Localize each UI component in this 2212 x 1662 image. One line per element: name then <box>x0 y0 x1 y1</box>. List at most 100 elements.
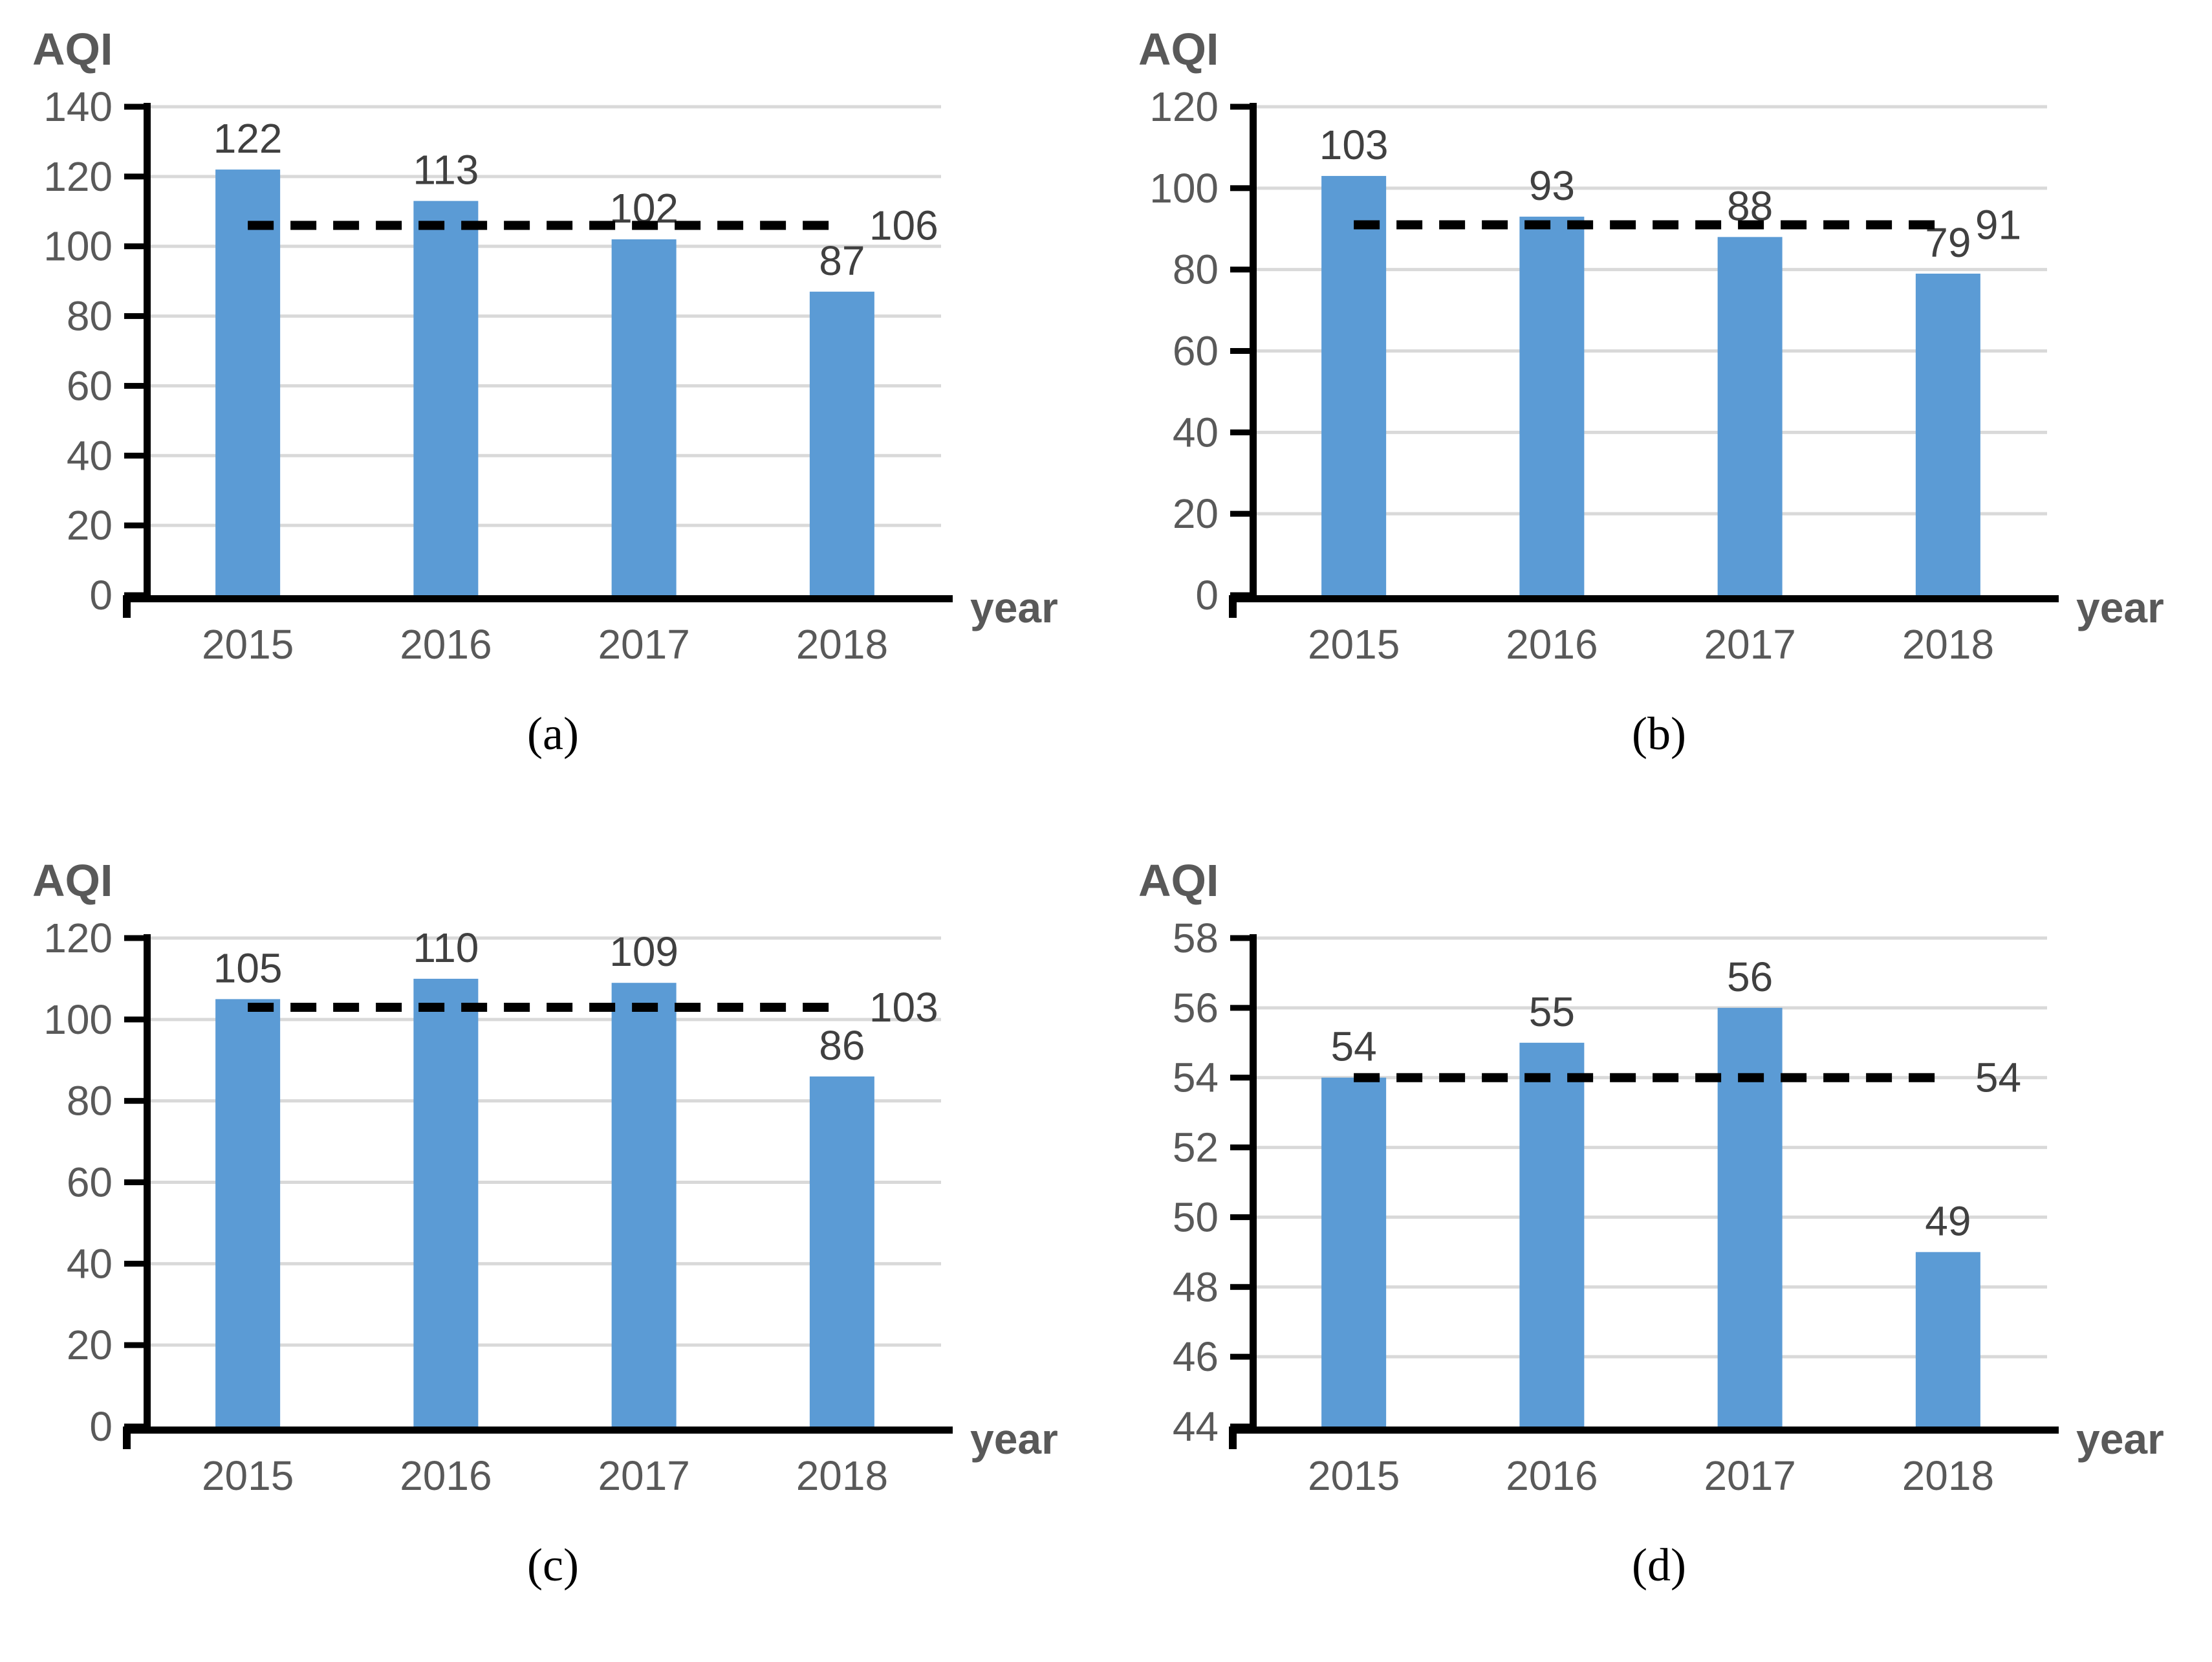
x-tick-label: 2017 <box>1704 621 1795 668</box>
x-axis-origin-tick <box>1229 1434 1237 1449</box>
y-axis-tick <box>1230 1353 1252 1360</box>
y-axis-tick <box>124 173 146 180</box>
y-axis-tick <box>1230 348 1252 354</box>
y-tick-label: 20 <box>67 502 113 549</box>
y-axis-tick <box>1230 185 1252 191</box>
bar-value-label: 86 <box>819 1022 865 1069</box>
bar-chart-d: 44 46 48 50 52 54 56 58 54 2015 55 2016 56 2017 49 2018… <box>1138 855 2164 1499</box>
y-axis-tick <box>124 243 146 250</box>
bar-2017 <box>1717 1007 1783 1427</box>
y-axis-tick <box>1230 1284 1252 1290</box>
x-tick-label: 2018 <box>796 621 888 668</box>
y-axis-tick <box>1230 1005 1252 1011</box>
bar-2016 <box>413 978 479 1427</box>
x-tick-label: 2018 <box>1902 621 1994 668</box>
subfigure-caption-a: (a) <box>527 708 579 760</box>
y-tick-label: 0 <box>1195 572 1219 618</box>
x-axis-title: year <box>2076 1415 2164 1463</box>
y-axis-title: AQI <box>1138 855 1219 906</box>
x-tick-label: 2017 <box>598 1452 689 1499</box>
y-tick-label: 40 <box>67 1240 113 1287</box>
y-axis-tick <box>124 1260 146 1267</box>
bar-value-label: 122 <box>213 115 283 162</box>
y-tick-label: 20 <box>1173 490 1219 537</box>
y-tick-label: 100 <box>43 223 113 270</box>
y-tick-label: 120 <box>1149 83 1219 130</box>
y-tick-label: 56 <box>1173 985 1219 1031</box>
chart-panel-a: 0 20 40 60 80 100 120 140 122 2015 113 2016 102 2017 8… <box>0 0 1106 831</box>
bar-2018 <box>809 291 874 595</box>
bar-value-label: 105 <box>213 945 283 991</box>
y-axis-tick <box>124 1179 146 1185</box>
x-tick-label: 2016 <box>1506 1452 1598 1499</box>
y-tick-label: 80 <box>1173 246 1219 293</box>
y-axis-title: AQI <box>32 24 113 74</box>
y-tick-label: 0 <box>89 1403 113 1450</box>
x-tick-label: 2018 <box>796 1452 888 1499</box>
x-tick-label: 2016 <box>400 1452 492 1499</box>
x-axis-title: year <box>970 1415 1058 1463</box>
y-tick-label: 60 <box>67 1159 113 1206</box>
x-axis-title: year <box>2076 584 2164 631</box>
y-tick-label: 20 <box>67 1322 113 1368</box>
bar-value-label: 93 <box>1529 162 1575 209</box>
y-tick-label: 58 <box>1173 915 1219 961</box>
bar-2017 <box>611 239 677 595</box>
y-tick-label: 80 <box>67 1078 113 1124</box>
bar-2016 <box>1519 216 1585 595</box>
bar-2018 <box>1915 273 1980 595</box>
y-axis-tick <box>1230 429 1252 435</box>
y-axis-tick <box>1230 1144 1252 1151</box>
y-tick-label: 54 <box>1173 1055 1219 1101</box>
bar-2016 <box>413 201 479 595</box>
bar-2018 <box>1915 1252 1980 1427</box>
average-line-label: 103 <box>869 984 938 1031</box>
chart-panel-b: 0 20 40 60 80 100 120 103 2015 93 2016 88 2017 79 2018… <box>1106 0 2212 831</box>
y-tick-label: 140 <box>43 83 113 130</box>
bar-2015 <box>1321 1077 1387 1427</box>
y-axis-tick <box>1230 1214 1252 1220</box>
x-tick-label: 2015 <box>202 1452 294 1499</box>
bar-2015 <box>1321 175 1387 595</box>
y-axis-tick <box>124 452 146 459</box>
y-tick-label: 80 <box>67 293 113 340</box>
subfigure-caption-c: (c) <box>527 1539 579 1591</box>
bar-2015 <box>215 169 281 596</box>
y-axis-title: AQI <box>1138 24 1219 74</box>
x-axis-origin-tick <box>1229 602 1237 618</box>
bar-value-label: 54 <box>1331 1023 1377 1070</box>
average-line-label: 106 <box>869 202 938 248</box>
bar-2016 <box>1519 1042 1585 1427</box>
y-axis-tick <box>124 382 146 389</box>
bar-value-label: 87 <box>819 237 865 284</box>
subfigure-caption-d: (d) <box>1632 1539 1686 1591</box>
x-tick-label: 2018 <box>1902 1452 1994 1499</box>
y-axis-tick <box>124 935 146 941</box>
x-axis-origin-tick <box>123 602 131 618</box>
bar-value-label: 109 <box>609 928 678 975</box>
y-tick-label: 100 <box>1149 165 1219 212</box>
bar-2015 <box>215 999 281 1427</box>
y-tick-label: 40 <box>1173 409 1219 455</box>
y-axis-tick <box>1230 510 1252 517</box>
y-axis-tick <box>1230 935 1252 941</box>
y-axis-title: AQI <box>32 855 113 906</box>
y-tick-label: 46 <box>1173 1333 1219 1380</box>
bar-2017 <box>611 983 677 1427</box>
y-axis-tick <box>124 522 146 529</box>
y-tick-label: 0 <box>89 572 113 618</box>
x-axis-title: year <box>970 584 1058 631</box>
bar-value-label: 110 <box>413 924 479 971</box>
y-axis-tick <box>124 104 146 110</box>
x-tick-label: 2017 <box>598 621 689 668</box>
x-tick-label: 2015 <box>1308 1452 1400 1499</box>
average-line-label: 91 <box>1975 201 2021 248</box>
bar-chart-b: 0204060801001201032015932016882017792018… <box>1138 24 2164 668</box>
y-tick-label: 40 <box>67 432 113 479</box>
average-line-label: 54 <box>1975 1055 2021 1101</box>
bar-value-label: 103 <box>1319 122 1389 168</box>
chart-panel-d: 44 46 48 50 52 54 56 58 54 2015 55 2016 56 2017 49 2018… <box>1106 831 2212 1662</box>
subfigure-caption-b: (b) <box>1632 708 1686 760</box>
chart-panel-c: 0 20 40 60 80 100 120 105 2015 110 2016 109 2017 86 20… <box>0 831 1106 1662</box>
